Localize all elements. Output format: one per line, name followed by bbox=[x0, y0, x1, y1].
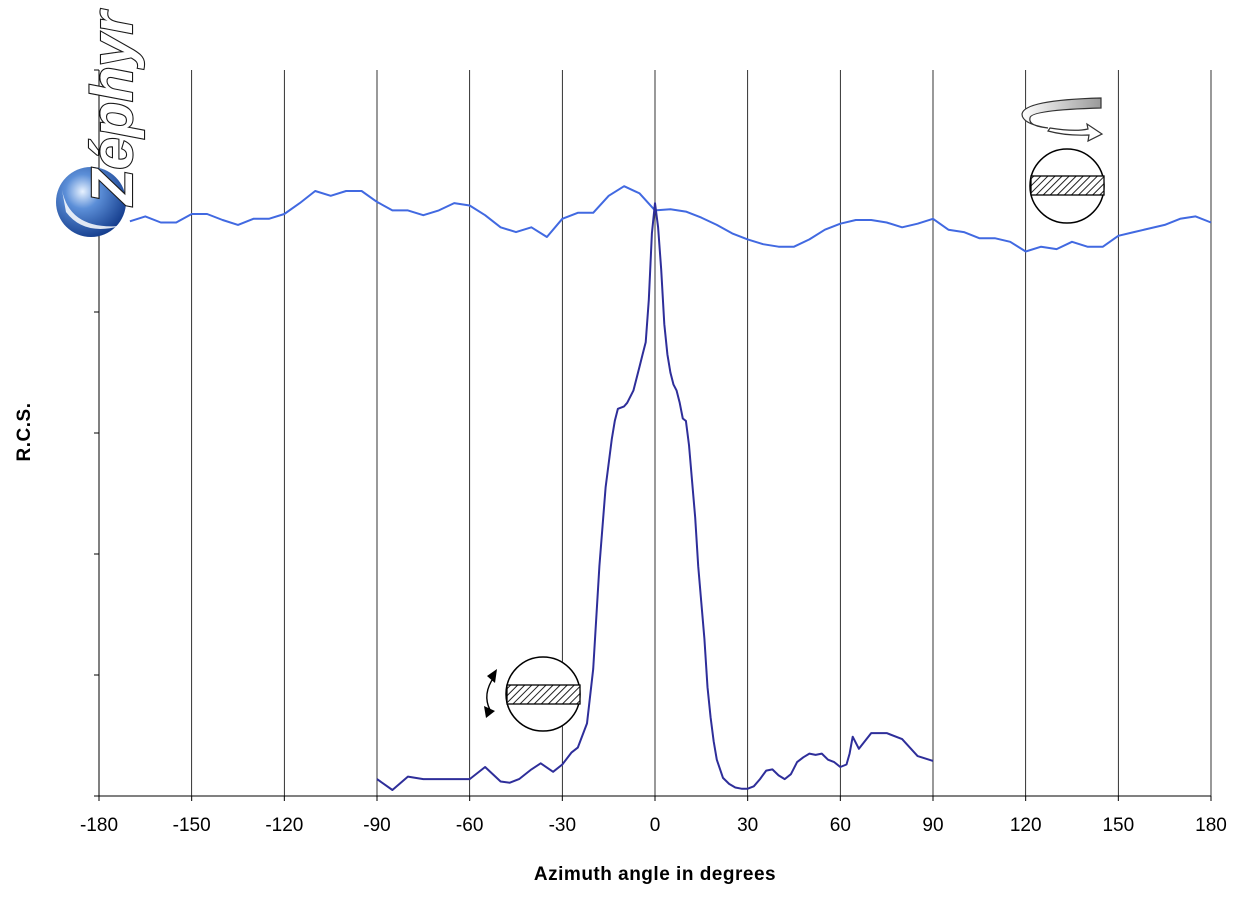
x-axis-title: Azimuth angle in degrees bbox=[534, 864, 776, 885]
x-tick-label: 120 bbox=[1010, 815, 1042, 836]
zephyr-logo: Zéphyr bbox=[56, 7, 146, 237]
logo-text: Zéphyr bbox=[80, 8, 145, 207]
x-tick-label: -150 bbox=[173, 815, 211, 836]
x-tick-label: -90 bbox=[363, 815, 390, 836]
data-series bbox=[129, 185, 1212, 791]
vertical-gridlines bbox=[98, 70, 1212, 796]
series-line-1 bbox=[129, 185, 1212, 253]
rotation-azimuth-icon bbox=[1021, 97, 1105, 224]
x-tick-label: -180 bbox=[80, 815, 118, 836]
x-tick-label: 30 bbox=[737, 815, 758, 836]
x-tick-label: -30 bbox=[549, 815, 576, 836]
series-line-2 bbox=[376, 202, 934, 791]
y-axis-title: R.C.S. bbox=[14, 403, 35, 462]
x-tick-label: -120 bbox=[265, 815, 303, 836]
x-tick-label: -60 bbox=[456, 815, 483, 836]
x-tick-label: 150 bbox=[1102, 815, 1134, 836]
x-tick-labels: -180 -150 -120 -90 -60 -30 0 30 60 90 120 150 180 bbox=[80, 815, 1227, 836]
x-tick-label: 90 bbox=[922, 815, 943, 836]
x-tick-label: 180 bbox=[1195, 815, 1227, 836]
logo-swoosh-icon bbox=[62, 190, 120, 229]
rotation-tilt-icon bbox=[484, 656, 581, 732]
x-tick-label: 0 bbox=[650, 815, 661, 836]
x-tick-label: 60 bbox=[830, 815, 851, 836]
